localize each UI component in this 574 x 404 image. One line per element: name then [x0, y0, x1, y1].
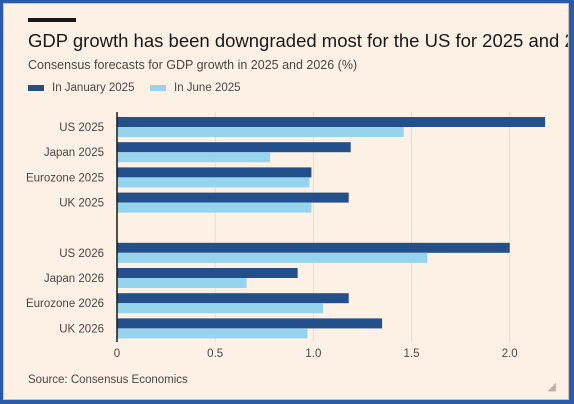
title-accent-bar	[28, 18, 76, 22]
legend-swatch-june	[150, 85, 166, 91]
bar-jun-3	[117, 202, 312, 213]
category-label-3: UK 2025	[59, 198, 104, 210]
category-label-1: Japan 2025	[44, 147, 104, 159]
category-label-6: Eurozone 2026	[26, 298, 104, 310]
bar-jan-2	[117, 167, 312, 178]
chart-subtitle: Consensus forecasts for GDP growth in 20…	[28, 58, 358, 72]
bar-jun-0	[117, 127, 404, 137]
bar-jan-6	[117, 293, 349, 304]
x-tick-label-1: 0.5	[207, 348, 223, 360]
x-tick-label-4: 2.0	[502, 348, 518, 360]
legend-item-january: In January 2025	[28, 80, 134, 96]
bar-jun-6	[117, 303, 324, 314]
category-label-2: Eurozone 2025	[26, 172, 104, 184]
bar-jun-4	[117, 252, 428, 263]
bar-chart: US 2025 Japan 2025 Eurozone 2025 UK 2025 US …	[26, 112, 546, 360]
category-label-5: Japan 2026	[44, 273, 104, 285]
category-label-0: US 2025	[59, 122, 104, 134]
x-tick-label-3: 1.5	[404, 348, 420, 360]
bar-jan-7	[117, 318, 383, 329]
bar-jan-4	[117, 242, 510, 253]
legend-item-june: In June 2025	[150, 80, 241, 96]
bar-jan-5	[117, 268, 298, 278]
chart-card: GDP growth has been downgraded most for …	[3, 3, 569, 400]
bar-jan-3	[117, 192, 349, 203]
bar-jun-1	[117, 152, 271, 163]
resize-grip-icon: ◢	[547, 381, 556, 393]
bar-jun-2	[117, 177, 310, 188]
category-label-4: US 2026	[59, 248, 104, 260]
bar-jun-5	[117, 278, 247, 288]
source-note: Source: Consensus Economics	[28, 374, 188, 386]
legend-label-june: In June 2025	[174, 82, 241, 94]
x-tick-label-2: 1.0	[305, 348, 321, 360]
category-label-7: UK 2026	[59, 323, 104, 335]
chart-title: GDP growth has been downgraded most for …	[28, 30, 569, 51]
x-tick-label-0: 0	[114, 348, 120, 360]
bar-jun-7	[117, 328, 308, 339]
bar-jan-0	[117, 117, 546, 127]
legend-swatch-january	[28, 85, 44, 91]
legend-label-january: In January 2025	[52, 82, 135, 94]
bar-jan-1	[117, 142, 351, 153]
